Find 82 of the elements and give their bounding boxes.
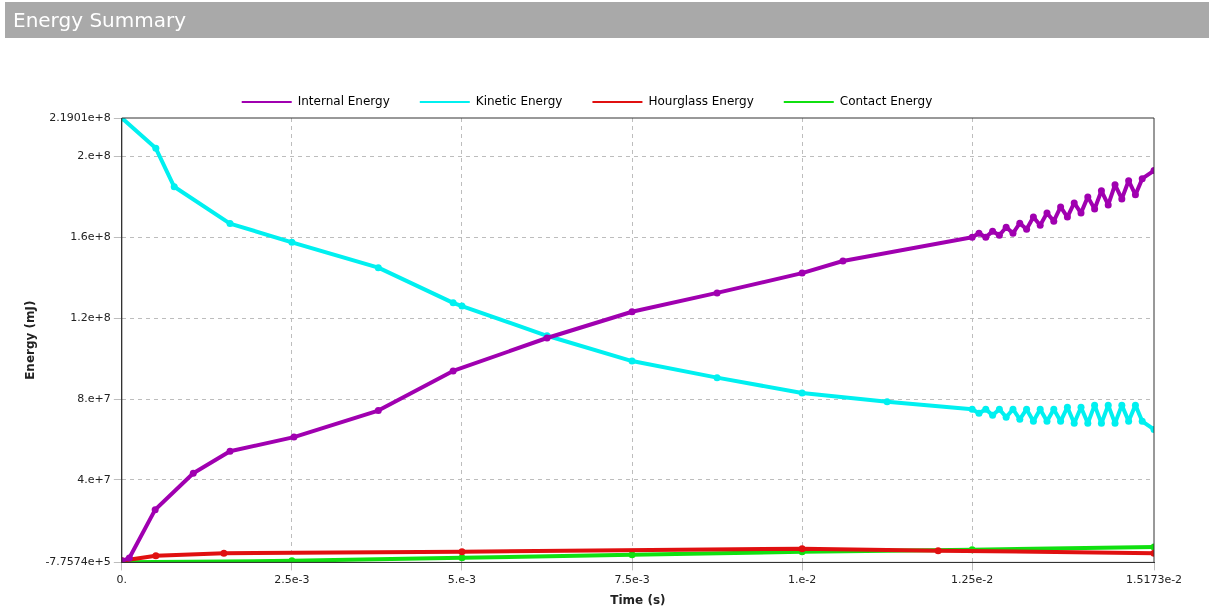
- point: [290, 433, 298, 441]
- point: [1009, 405, 1017, 413]
- point: [226, 447, 234, 455]
- point: [1118, 401, 1126, 409]
- point: [458, 302, 466, 310]
- point: [982, 405, 990, 413]
- point: [125, 554, 133, 562]
- x-tick-label: 1.e-2: [787, 572, 817, 586]
- point: [1016, 219, 1024, 227]
- point: [1077, 403, 1085, 411]
- point: [968, 405, 976, 413]
- legend-label: Contact Energy: [839, 94, 933, 109]
- point: [798, 269, 806, 277]
- y-tick-label: 2.1901e+8: [49, 110, 111, 124]
- legend-label: Kinetic Energy: [475, 94, 563, 109]
- y-tick-label: 8.e+7: [77, 391, 111, 405]
- point: [713, 289, 721, 297]
- point: [989, 411, 997, 419]
- y-tick-label: 1.2e+8: [70, 311, 111, 325]
- point: [628, 308, 636, 316]
- point: [839, 257, 847, 265]
- legend-label: Hourglass Energy: [648, 94, 754, 109]
- point: [1131, 401, 1139, 409]
- point: [1125, 177, 1133, 185]
- point: [1138, 175, 1146, 183]
- point: [989, 227, 997, 235]
- point: [288, 238, 296, 246]
- point: [152, 552, 160, 560]
- point: [1023, 225, 1031, 233]
- point: [1016, 415, 1024, 423]
- point: [151, 506, 159, 514]
- point: [968, 233, 976, 241]
- point: [982, 233, 990, 241]
- point: [1118, 195, 1126, 203]
- y-axis-title: Energy (mJ): [23, 300, 38, 380]
- point: [226, 220, 234, 228]
- chart-title: Energy Summary: [5, 2, 1209, 38]
- point: [934, 547, 942, 555]
- point: [449, 299, 457, 307]
- point: [713, 374, 721, 382]
- point: [1002, 413, 1010, 421]
- point: [374, 264, 382, 272]
- point: [449, 367, 457, 375]
- point: [1057, 203, 1065, 211]
- point: [458, 554, 466, 562]
- point: [883, 398, 891, 406]
- point: [170, 183, 178, 191]
- point: [1009, 229, 1017, 237]
- x-tick-label: 7.5e-3: [614, 572, 650, 586]
- point: [1091, 401, 1099, 409]
- x-tick-label: 1.25e-2: [951, 572, 994, 586]
- x-tick-label: 1.5173e-2: [1125, 572, 1183, 586]
- point: [1050, 405, 1058, 413]
- point: [1036, 405, 1044, 413]
- point: [1104, 401, 1112, 409]
- y-tick-label: 2.e+8: [77, 149, 111, 163]
- point: [374, 407, 382, 415]
- point: [1138, 417, 1146, 425]
- point: [189, 469, 197, 477]
- y-tick-label: -7.7574e+5: [45, 555, 111, 569]
- point: [975, 229, 983, 237]
- point: [288, 557, 296, 563]
- point: [152, 144, 160, 152]
- point: [628, 357, 636, 365]
- point: [1036, 221, 1044, 229]
- x-tick-label: 0.: [116, 572, 128, 586]
- point: [995, 231, 1003, 239]
- point: [458, 548, 466, 556]
- point: [1063, 403, 1071, 411]
- point: [995, 405, 1003, 413]
- point: [1097, 187, 1105, 195]
- y-tick-label: 1.6e+8: [70, 230, 111, 244]
- y-tick-label: 4.e+7: [77, 472, 111, 486]
- legend-label: Internal Energy: [297, 94, 390, 109]
- point: [1091, 205, 1099, 213]
- x-axis-title: Time (s): [610, 592, 666, 607]
- x-tick-label: 5.e-3: [447, 572, 477, 586]
- point: [798, 389, 806, 397]
- x-tick-label: 2.5e-3: [274, 572, 310, 586]
- point: [1131, 191, 1139, 199]
- point: [220, 549, 228, 557]
- point: [975, 409, 983, 417]
